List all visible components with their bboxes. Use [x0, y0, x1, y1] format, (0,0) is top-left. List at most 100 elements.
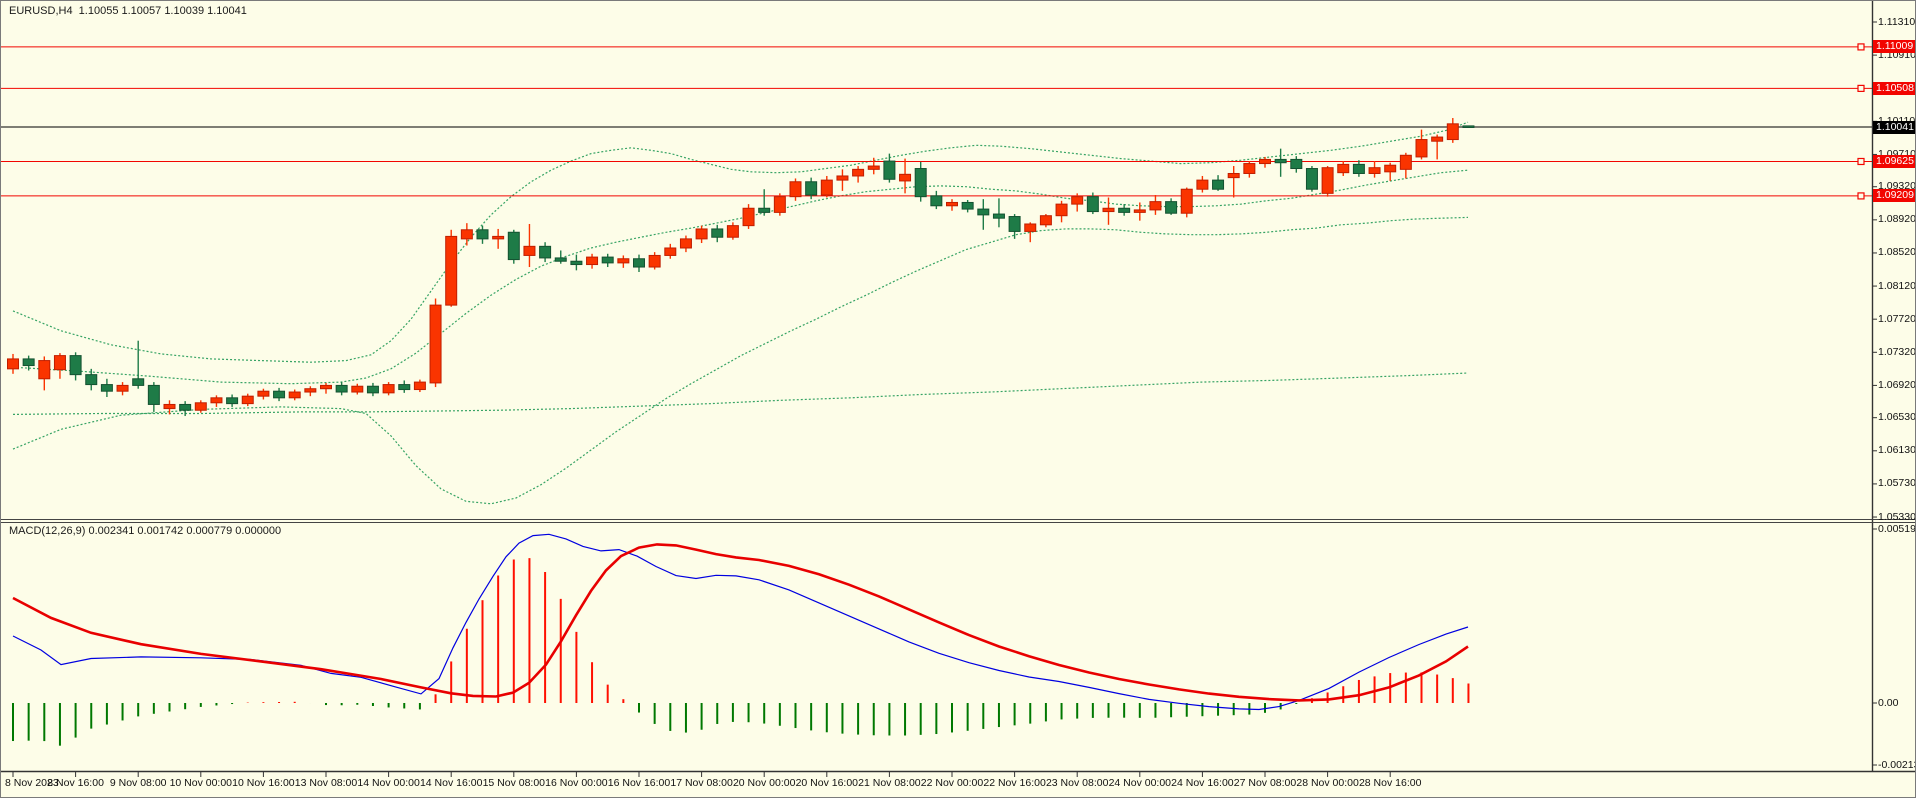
candle-body — [1071, 196, 1084, 205]
candle-body — [1227, 172, 1240, 179]
time-tick-label: 22 Nov 00:00 — [920, 777, 984, 789]
candle-body — [100, 384, 113, 392]
candle-body — [836, 175, 849, 181]
price-tick-label: 1.11310 — [1878, 15, 1916, 28]
price-tick-label: 1.09320 — [1878, 180, 1916, 193]
time-tick-label: 23 Nov 08:00 — [1045, 777, 1109, 789]
time-tick-label: 21 Nov 08:00 — [858, 777, 921, 789]
time-tick-label: 17 Nov 08:00 — [670, 777, 733, 789]
bollinger-upper-band — [12, 121, 1469, 363]
candle-body — [460, 229, 473, 240]
candle-body — [1462, 125, 1475, 128]
hline-handle-1.11009[interactable] — [1857, 43, 1865, 51]
candle-body — [163, 403, 176, 410]
candle-body — [1431, 136, 1444, 142]
hline-handle-1.09209[interactable] — [1857, 192, 1865, 200]
candle-body — [1212, 179, 1225, 190]
candle-body — [539, 245, 552, 259]
candle-body — [1039, 215, 1052, 226]
candle-body — [711, 228, 724, 238]
chart-title: EURUSD,H4 1.10055 1.10057 1.10039 1.1004… — [9, 5, 247, 17]
candle-body — [413, 381, 426, 391]
time-tick-label: 10 Nov 16:00 — [232, 777, 295, 789]
candle-body — [899, 173, 912, 182]
price-tick-label: 1.07320 — [1878, 345, 1916, 358]
time-tick-label: 24 Nov 00:00 — [1108, 777, 1172, 789]
candle-body — [633, 258, 645, 268]
candle-body — [226, 397, 239, 405]
candle-body — [1008, 216, 1021, 232]
level-price-label: 1.11009 — [1873, 40, 1915, 54]
macd-tick-label: -0.002133 — [1878, 758, 1915, 771]
candle-body — [1243, 163, 1256, 174]
candle-body — [335, 384, 348, 393]
candle-body — [1024, 223, 1037, 232]
candle-body — [789, 181, 802, 198]
hline-handle-1.09625[interactable] — [1857, 157, 1865, 166]
candle-body — [194, 402, 207, 411]
time-tick-label: 10 Nov 00:00 — [169, 777, 233, 789]
candle-body — [852, 168, 865, 177]
candle-body — [1055, 203, 1068, 217]
macd-tick-label: 0.00 — [1878, 696, 1899, 709]
candle-body — [883, 160, 896, 180]
candle-body — [1196, 179, 1209, 190]
candle-body — [366, 385, 379, 394]
time-tick-label: 14 Nov 16:00 — [419, 777, 483, 789]
candle-body — [1259, 158, 1271, 165]
candle-body — [648, 254, 661, 268]
candle-body — [1274, 158, 1287, 164]
current-price-label: 1.10041 — [1873, 120, 1915, 134]
time-tick-label: 16 Nov 00:00 — [545, 777, 608, 789]
hline-handle-1.10508[interactable] — [1857, 84, 1865, 92]
candle-body — [523, 245, 536, 256]
candle-body — [664, 247, 677, 256]
candle-body — [1305, 168, 1318, 190]
candle-body — [507, 231, 520, 261]
candle-body — [805, 181, 818, 196]
candle-body — [586, 256, 599, 266]
candle-body — [320, 384, 332, 390]
candle-body — [679, 238, 692, 249]
candle-body — [53, 355, 66, 371]
time-tick-label: 24 Nov 16:00 — [1171, 777, 1234, 789]
candle-body — [1180, 188, 1193, 214]
time-tick-label: 13 Nov 08:00 — [294, 777, 358, 789]
candle-body — [38, 360, 51, 380]
candle-body — [492, 235, 505, 240]
candle-body — [476, 229, 489, 240]
candle-body — [601, 256, 614, 264]
candle-body — [961, 201, 974, 210]
candle-body — [85, 374, 98, 386]
price-tick-label: 1.05330 — [1878, 510, 1916, 523]
time-tick-label: 27 Nov 08:00 — [1233, 777, 1297, 789]
candle-body — [1165, 201, 1178, 214]
candle-body — [977, 208, 990, 216]
candle-body — [930, 195, 943, 207]
candle-body — [22, 358, 35, 367]
time-tick-label: 28 Nov 00:00 — [1296, 777, 1359, 789]
macd-tick-label: 0.005194 — [1878, 522, 1916, 535]
candle-body — [147, 384, 160, 405]
time-tick-label: 15 Nov 08:00 — [482, 777, 546, 789]
price-tick-label: 1.06920 — [1878, 378, 1916, 391]
candle-body — [1399, 154, 1412, 170]
price-tick-label: 1.08920 — [1878, 213, 1916, 226]
candle-body — [1446, 123, 1459, 141]
macd-line — [12, 533, 1469, 711]
candle-body — [288, 391, 301, 399]
candle-body — [867, 165, 880, 170]
candle-body — [726, 225, 739, 238]
candle-body — [570, 260, 583, 266]
time-tick-label: 22 Nov 16:00 — [983, 777, 1046, 789]
time-tick-label: 20 Nov 16:00 — [795, 777, 859, 789]
candle-body — [1352, 163, 1365, 174]
candle-body — [1118, 207, 1131, 213]
candle-body — [773, 196, 786, 213]
candle-body — [1321, 167, 1334, 194]
price-tick-label: 1.08120 — [1878, 279, 1916, 292]
candle-body — [7, 358, 19, 370]
candle-body — [69, 355, 82, 376]
